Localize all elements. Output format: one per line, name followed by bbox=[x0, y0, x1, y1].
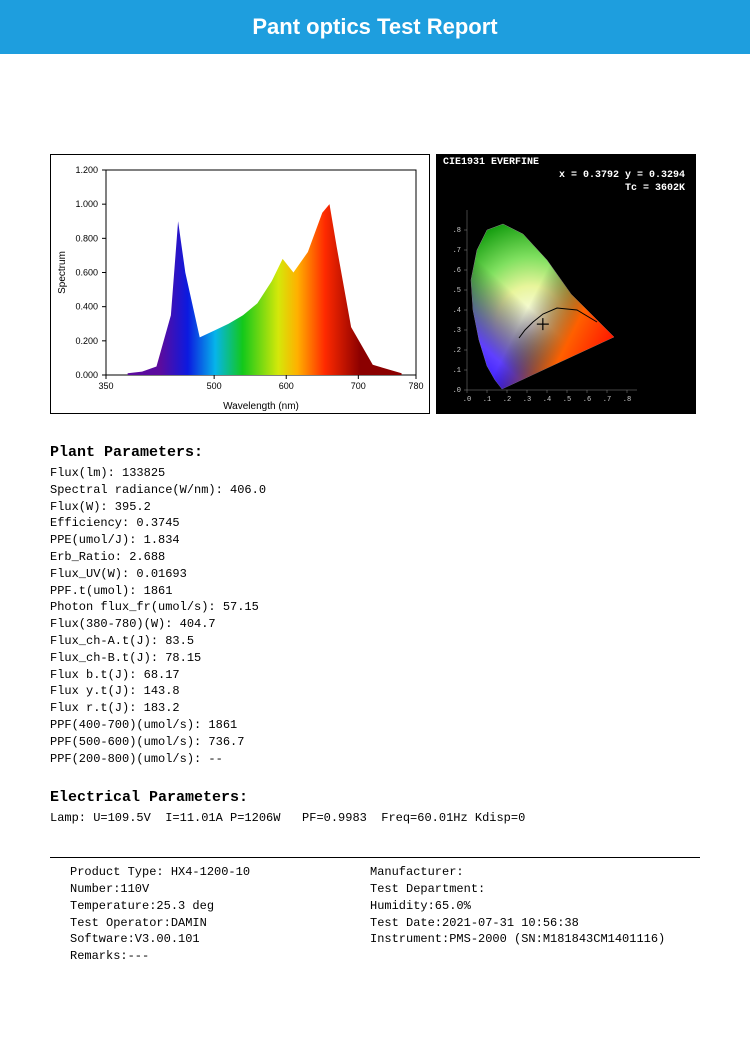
svg-text:.3: .3 bbox=[453, 327, 461, 335]
header-title: Pant optics Test Report bbox=[252, 14, 497, 39]
plant-param-line: Flux y.t(J): 143.8 bbox=[50, 683, 700, 700]
cie-tc-text: Tc = 3602K bbox=[559, 182, 685, 195]
plant-param-line: Flux(380-780)(W): 404.7 bbox=[50, 616, 700, 633]
svg-text:780: 780 bbox=[408, 381, 423, 391]
content-area: 0.000 0.200 0.400 0.600 0.800 1.000 1.200 350 50… bbox=[0, 54, 750, 995]
footer-columns: Product Type: HX4-1200-10Number:110VTemp… bbox=[50, 864, 700, 965]
plant-param-line: PPE(umol/J): 1.834 bbox=[50, 532, 700, 549]
svg-text:0.800: 0.800 bbox=[75, 233, 98, 243]
plant-param-line: PPF(200-800)(umol/s): -- bbox=[50, 751, 700, 768]
footer-right-line: Test Department: bbox=[370, 881, 700, 898]
svg-text:1.200: 1.200 bbox=[75, 165, 98, 175]
svg-text:0.000: 0.000 bbox=[75, 370, 98, 380]
plant-param-line: Flux_ch-B.t(J): 78.15 bbox=[50, 650, 700, 667]
svg-text:.6: .6 bbox=[583, 396, 591, 404]
footer-left-line: Remarks:--- bbox=[70, 948, 370, 965]
footer-left-line: Temperature:25.3 deg bbox=[70, 898, 370, 915]
charts-row: 0.000 0.200 0.400 0.600 0.800 1.000 1.200 350 50… bbox=[50, 154, 700, 414]
plant-param-line: Flux(lm): 133825 bbox=[50, 465, 700, 482]
svg-text:.8: .8 bbox=[623, 396, 631, 404]
svg-text:0.600: 0.600 bbox=[75, 268, 98, 278]
svg-text:.6: .6 bbox=[453, 267, 461, 275]
svg-text:.2: .2 bbox=[453, 347, 461, 355]
cie-xy-text: x = 0.3792 y = 0.3294 bbox=[559, 169, 685, 182]
svg-text:.1: .1 bbox=[483, 396, 491, 404]
plant-param-line: Efficiency: 0.3745 bbox=[50, 515, 700, 532]
svg-text:0.200: 0.200 bbox=[75, 336, 98, 346]
plant-param-line: Spectral radiance(W/nm): 406.0 bbox=[50, 482, 700, 499]
svg-text:.4: .4 bbox=[453, 307, 461, 315]
plant-param-line: Flux_ch-A.t(J): 83.5 bbox=[50, 633, 700, 650]
footer-left-line: Test Operator:DAMIN bbox=[70, 915, 370, 932]
spectrum-svg: 0.000 0.200 0.400 0.600 0.800 1.000 1.200 350 50… bbox=[51, 155, 431, 415]
plant-params-block: Flux(lm): 133825Spectral radiance(W/nm):… bbox=[50, 465, 700, 767]
svg-text:0.400: 0.400 bbox=[75, 302, 98, 312]
plant-param-line: PPF(400-700)(umol/s): 1861 bbox=[50, 717, 700, 734]
plant-params-title: Plant Parameters: bbox=[50, 444, 700, 461]
plant-param-line: Flux r.t(J): 183.2 bbox=[50, 700, 700, 717]
footer-right-line: Humidity:65.0% bbox=[370, 898, 700, 915]
svg-text:.5: .5 bbox=[453, 287, 461, 295]
footer-left-line: Software:V3.00.101 bbox=[70, 931, 370, 948]
divider-line bbox=[50, 857, 700, 858]
svg-text:500: 500 bbox=[207, 381, 222, 391]
plant-param-line: Erb_Ratio: 2.688 bbox=[50, 549, 700, 566]
svg-text:.7: .7 bbox=[603, 396, 611, 404]
footer-right-line: Test Date:2021-07-31 10:56:38 bbox=[370, 915, 700, 932]
plant-param-line: PPF.t(umol): 1861 bbox=[50, 583, 700, 600]
svg-text:.1: .1 bbox=[453, 367, 461, 375]
spectrum-chart: 0.000 0.200 0.400 0.600 0.800 1.000 1.200 350 50… bbox=[50, 154, 430, 414]
plant-param-line: Flux b.t(J): 68.17 bbox=[50, 667, 700, 684]
svg-text:.2: .2 bbox=[503, 396, 511, 404]
svg-text:Spectrum: Spectrum bbox=[57, 251, 68, 294]
plant-param-line: Flux_UV(W): 0.01693 bbox=[50, 566, 700, 583]
plant-param-line: Photon flux_fr(umol/s): 57.15 bbox=[50, 599, 700, 616]
svg-text:.4: .4 bbox=[543, 396, 551, 404]
footer-left-col: Product Type: HX4-1200-10Number:110VTemp… bbox=[70, 864, 370, 965]
electrical-line: Lamp: U=109.5V I=11.01A P=1206W PF=0.998… bbox=[50, 810, 700, 827]
svg-text:1.000: 1.000 bbox=[75, 199, 98, 209]
cie-coords: x = 0.3792 y = 0.3294 Tc = 3602K bbox=[559, 169, 685, 195]
footer-left-line: Product Type: HX4-1200-10 bbox=[70, 864, 370, 881]
svg-text:600: 600 bbox=[279, 381, 294, 391]
svg-text:Wavelength (nm): Wavelength (nm) bbox=[223, 401, 299, 412]
svg-text:350: 350 bbox=[98, 381, 113, 391]
svg-text:700: 700 bbox=[351, 381, 366, 391]
svg-text:.3: .3 bbox=[523, 396, 531, 404]
svg-text:.8: .8 bbox=[453, 227, 461, 235]
plant-param-line: Flux(W): 395.2 bbox=[50, 499, 700, 516]
footer-right-line: Instrument:PMS-2000 (SN:M181843CM1401116… bbox=[370, 931, 700, 948]
footer-right-col: Manufacturer:Test Department:Humidity:65… bbox=[370, 864, 700, 965]
electrical-params-title: Electrical Parameters: bbox=[50, 789, 700, 806]
footer-left-line: Number:110V bbox=[70, 881, 370, 898]
header-bar: Pant optics Test Report bbox=[0, 0, 750, 54]
svg-text:.5: .5 bbox=[563, 396, 571, 404]
svg-text:.0: .0 bbox=[463, 396, 471, 404]
footer-right-line: Manufacturer: bbox=[370, 864, 700, 881]
svg-text:.0: .0 bbox=[453, 387, 461, 395]
cie-chart: CIE1931 EVERFINE x = 0.3792 y = 0.3294 T… bbox=[436, 154, 696, 414]
svg-text:.7: .7 bbox=[453, 247, 461, 255]
cie-title: CIE1931 EVERFINE bbox=[443, 157, 539, 168]
plant-param-line: PPF(500-600)(umol/s): 736.7 bbox=[50, 734, 700, 751]
